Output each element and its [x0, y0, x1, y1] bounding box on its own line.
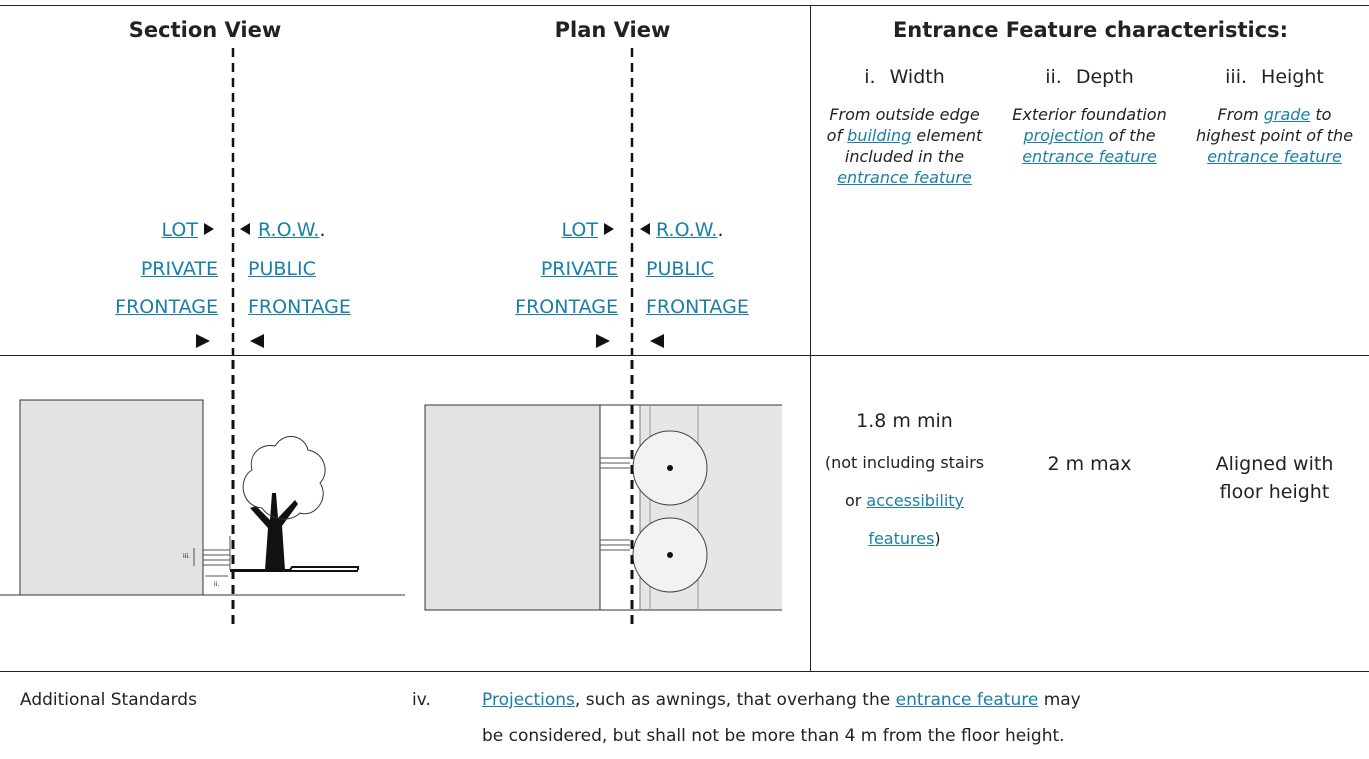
- column-number: i.: [864, 66, 876, 88]
- column-heading: ii. Depth: [997, 66, 1182, 88]
- section-diagram: iii. ii.: [0, 360, 405, 630]
- link[interactable]: LOT: [161, 219, 198, 241]
- link[interactable]: accessibility features: [866, 491, 965, 548]
- building: [19, 399, 204, 596]
- stairs: [193, 536, 231, 577]
- rule: [0, 355, 1369, 356]
- link[interactable]: PUBLIC FRONTAGE: [248, 258, 351, 318]
- diagram-label: ii.: [214, 581, 219, 588]
- column-number: iii.: [1225, 66, 1248, 88]
- text: of the: [1103, 126, 1156, 145]
- standard-note: (not including stairs or accessibility f…: [822, 444, 987, 558]
- tree-canopy: [242, 436, 326, 520]
- text: , such as awnings, that overhang the: [574, 690, 896, 710]
- column-name: Height: [1261, 66, 1324, 88]
- public-frontage: PUBLIC FRONTAGE: [248, 250, 398, 326]
- sidewalk: [230, 566, 359, 571]
- tree-trunk: [250, 493, 298, 570]
- column-heading: i. Width: [812, 66, 997, 88]
- text: ): [934, 529, 941, 548]
- column-description: From grade to highest point of the entra…: [1192, 104, 1357, 167]
- row-label: R.O.W..: [258, 211, 398, 249]
- text: Exterior foundation: [1012, 105, 1167, 124]
- link[interactable]: entrance feature: [837, 168, 972, 187]
- private-frontage: PRIVATE FRONTAGE: [470, 250, 618, 326]
- plan-diagram: [424, 360, 782, 630]
- additional-label: Additional Standards: [20, 690, 197, 710]
- link[interactable]: R.O.W.: [258, 219, 320, 241]
- public-frontage: PUBLIC FRONTAGE: [646, 250, 796, 326]
- text: .: [717, 219, 724, 241]
- standard-value: 2 m max: [1047, 453, 1132, 475]
- item-text: Projections, such as awnings, that overh…: [482, 682, 1102, 754]
- link[interactable]: PUBLIC FRONTAGE: [646, 258, 749, 318]
- stairs: [600, 457, 630, 551]
- lot-label: LOT: [420, 211, 598, 249]
- item-number: iv.: [412, 690, 431, 710]
- text: to highest point of the: [1195, 105, 1354, 145]
- link[interactable]: LOT: [561, 219, 598, 241]
- header-graphics: [196, 48, 664, 355]
- text: From: [1217, 105, 1264, 124]
- link[interactable]: projection: [1023, 126, 1104, 145]
- link[interactable]: Projections: [482, 690, 575, 710]
- rule: [0, 671, 1369, 672]
- standard-value: 1.8 m min: [856, 410, 953, 432]
- link[interactable]: building: [847, 126, 912, 145]
- column-heading: iii. Height: [1182, 66, 1367, 88]
- standard: 1.8 m min (not including stairs or access…: [822, 398, 987, 558]
- text: may be considered, but shall not be more…: [482, 690, 1081, 746]
- link[interactable]: R.O.W.: [656, 219, 718, 241]
- building: [424, 404, 601, 611]
- rule: [810, 5, 811, 671]
- diagram-label: iii.: [183, 553, 190, 560]
- column-number: ii.: [1045, 66, 1062, 88]
- link[interactable]: PRIVATE FRONTAGE: [515, 258, 618, 318]
- standard-value: Aligned with floor height: [1215, 453, 1334, 503]
- link[interactable]: entrance feature: [1207, 147, 1342, 166]
- column-name: Width: [889, 66, 945, 88]
- text: (not including stairs or: [824, 453, 985, 510]
- link[interactable]: grade: [1263, 105, 1311, 124]
- lot-label: LOT: [20, 211, 198, 249]
- row-label: R.O.W..: [656, 211, 796, 249]
- section-title: Section View: [128, 18, 282, 42]
- plan-title: Plan View: [554, 18, 671, 42]
- column-name: Depth: [1075, 66, 1134, 88]
- column-description: Exterior foundation projection of the en…: [1007, 104, 1172, 167]
- link[interactable]: PRIVATE FRONTAGE: [115, 258, 218, 318]
- column-description: From outside edge of building element in…: [822, 104, 987, 188]
- characteristics-title: Entrance Feature characteristics:: [892, 18, 1289, 42]
- rule: [0, 5, 1369, 6]
- arrows: [196, 223, 664, 348]
- standard: 2 m max: [1007, 450, 1172, 478]
- text: .: [319, 219, 326, 241]
- text: From outside edge of: [826, 105, 980, 145]
- link[interactable]: entrance feature: [1022, 147, 1157, 166]
- link[interactable]: entrance feature: [895, 690, 1039, 710]
- standard: Aligned with floor height: [1192, 450, 1357, 506]
- text: element included in the: [844, 126, 983, 166]
- private-frontage: PRIVATE FRONTAGE: [70, 250, 218, 326]
